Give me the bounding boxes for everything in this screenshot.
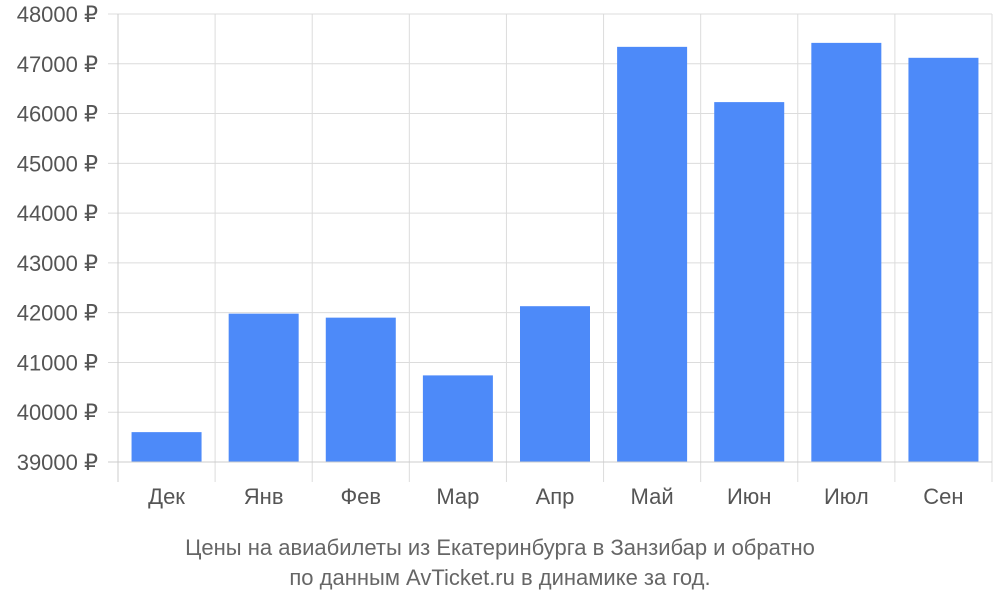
y-tick-label: 48000 ₽ [17, 2, 98, 27]
x-tick-label: Дек [148, 484, 185, 509]
x-tick-label: Мар [436, 484, 479, 509]
caption-line-1: Цены на авиабилеты из Екатеринбурга в За… [185, 535, 815, 560]
y-tick-label: 45000 ₽ [17, 151, 98, 176]
y-tick-label: 44000 ₽ [17, 201, 98, 226]
axes [108, 14, 992, 482]
y-tick-label: 41000 ₽ [17, 350, 98, 375]
y-tick-label: 40000 ₽ [17, 400, 98, 425]
x-tick-label: Апр [536, 484, 575, 509]
bar-4 [422, 375, 493, 462]
x-tick-label: Сен [923, 484, 963, 509]
x-tick-label: Фев [340, 484, 381, 509]
y-tick-label: 43000 ₽ [17, 251, 98, 276]
x-tick-label: Июн [727, 484, 771, 509]
bar-6 [617, 46, 688, 462]
y-tick-label: 46000 ₽ [17, 102, 98, 127]
y-tick-label: 39000 ₽ [17, 450, 98, 475]
y-tick-labels: 39000 ₽ 40000 ₽ 41000 ₽ 42000 ₽ 43000 ₽ 44000… [17, 2, 98, 475]
bar-8 [811, 42, 882, 462]
x-tick-label: Июл [824, 484, 869, 509]
bar-1 [131, 432, 202, 462]
x-tick-labels: Дек Янв Фев Мар Апр Май Июн Июл Сен [148, 484, 963, 509]
caption-line-2: по данным AvTicket.ru в динамике за год. [289, 565, 710, 590]
bar-7 [714, 102, 785, 463]
y-tick-label: 42000 ₽ [17, 301, 98, 326]
bar-9 [908, 57, 979, 462]
bar-3 [325, 317, 396, 462]
x-tick-label: Янв [244, 484, 284, 509]
bars [131, 42, 979, 463]
x-tick-label: Май [631, 484, 674, 509]
bar-2 [228, 313, 299, 462]
y-tick-label: 47000 ₽ [17, 52, 98, 77]
bar-5 [520, 306, 590, 462]
